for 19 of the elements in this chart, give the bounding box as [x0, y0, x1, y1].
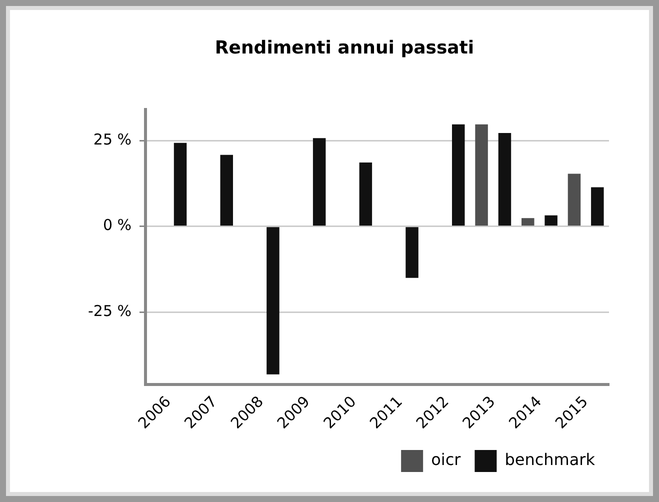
- bar: [312, 138, 326, 226]
- bar: [220, 154, 234, 226]
- bar: [568, 174, 581, 226]
- bar: [266, 227, 280, 374]
- y-tick-label: 25 %: [93, 130, 132, 148]
- legend-label: benchmark: [504, 450, 596, 470]
- legend-label: oicr: [431, 450, 462, 470]
- bar: [591, 187, 604, 226]
- bar: [522, 218, 534, 226]
- bar: [544, 215, 558, 226]
- bar: [475, 124, 488, 226]
- y-tick-label: -25 %: [88, 302, 132, 320]
- bar: [406, 227, 418, 278]
- bar: [174, 142, 187, 226]
- bar: [498, 132, 512, 226]
- bar: [359, 162, 372, 226]
- y-tick-label: 0 %: [102, 216, 132, 234]
- bar: [452, 124, 465, 226]
- chart-title: Rendimenti annui passati: [214, 37, 474, 58]
